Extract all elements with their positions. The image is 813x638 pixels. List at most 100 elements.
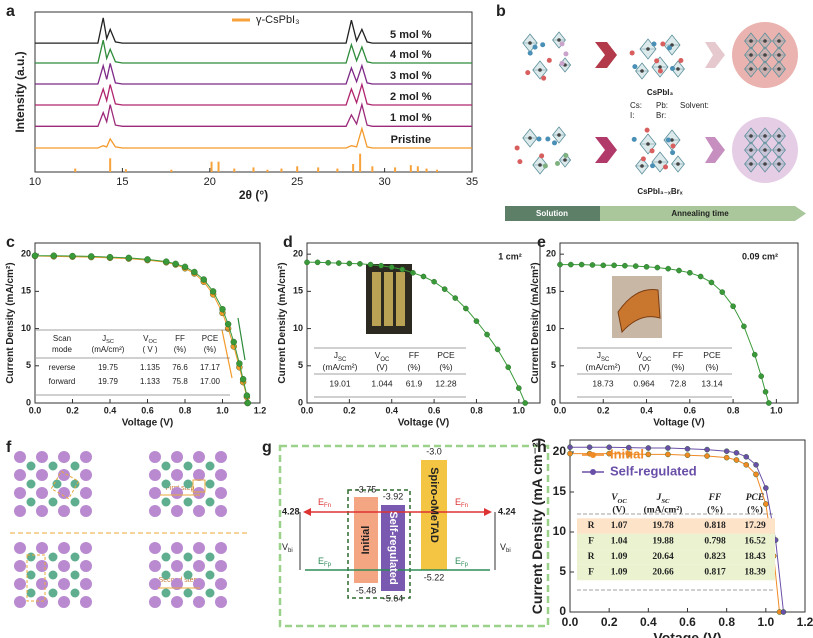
panel-label: g	[262, 439, 272, 456]
table-header-unit: mode	[52, 345, 73, 354]
table-cell: F	[588, 537, 594, 547]
pb-atom	[670, 43, 674, 47]
ion	[527, 50, 533, 56]
header-symbol: FF	[673, 350, 683, 360]
pb-atom	[763, 53, 767, 57]
subscript: Fn	[324, 503, 331, 509]
pb-atom	[763, 67, 767, 71]
chevron	[705, 137, 725, 163]
header-symbol: J	[597, 350, 601, 360]
pb-atom	[749, 134, 753, 138]
data-point	[751, 351, 758, 358]
atom	[183, 552, 193, 562]
y-tick-label: 15	[553, 484, 567, 498]
table-cell: 17.00	[200, 377, 221, 386]
table-header: JSC	[102, 334, 114, 345]
data-point	[325, 259, 331, 266]
atom	[58, 505, 70, 517]
arrow-head	[303, 508, 311, 516]
table-cell: 18.73	[592, 378, 614, 388]
table-cell: 17.29	[744, 521, 766, 531]
data-point	[665, 265, 671, 272]
table-header: VOC	[143, 334, 157, 345]
header-subscript: SC	[106, 339, 114, 345]
legend-label: I:	[630, 111, 634, 120]
band-self-regulated	[381, 505, 405, 591]
atom	[171, 487, 183, 499]
data-point	[346, 260, 353, 267]
atom	[205, 479, 215, 489]
y-tick-label: 15	[293, 286, 303, 296]
atom	[215, 469, 227, 481]
header-subscript: OC	[380, 357, 390, 363]
ion	[563, 152, 569, 158]
data-point	[69, 252, 76, 260]
fermi-label: EFn	[455, 497, 468, 508]
y-tick-label: 15	[21, 286, 31, 296]
ion	[554, 161, 560, 167]
table-row-bg	[577, 549, 775, 565]
table-header: JSC	[656, 493, 670, 504]
x-tick-label: 1.2	[254, 405, 267, 415]
atom	[215, 596, 227, 608]
table-header-unit: (%)	[204, 345, 217, 354]
product-label: CsPbI₃₋ₓBrₓ	[637, 187, 682, 196]
data-point	[625, 451, 632, 457]
table-header-unit: (mA/cm²)	[586, 362, 621, 372]
atom	[215, 487, 227, 499]
y-tick-label: 15	[546, 286, 556, 296]
ion	[631, 136, 637, 142]
atom	[149, 596, 161, 608]
table-cell: 61.9	[406, 378, 423, 388]
atom	[36, 578, 48, 590]
pb-atom	[763, 148, 767, 152]
table-cell: 72.8	[670, 378, 687, 388]
panel-label: f	[6, 439, 12, 456]
data-point	[684, 445, 691, 452]
ion	[532, 44, 538, 50]
x-tick-label: 0.0	[562, 615, 579, 629]
ion	[546, 57, 552, 63]
atom	[70, 479, 80, 489]
header-subscript: SC	[338, 357, 347, 363]
y-tick-label: 10	[553, 524, 567, 538]
atom	[161, 497, 171, 507]
data-point	[645, 445, 652, 451]
table-cell: R	[588, 552, 595, 562]
table-header-unit: (V)	[638, 362, 650, 372]
energy-value: -3.92	[383, 491, 404, 501]
table-cell: 17.17	[200, 363, 221, 372]
frame	[278, 444, 550, 628]
table-header-unit: (%)	[407, 362, 420, 372]
legend-label: Pb:	[656, 101, 668, 110]
atom	[80, 487, 92, 499]
data-point	[484, 331, 490, 338]
pb-atom	[749, 67, 753, 71]
x-tick-label: 0.6	[428, 405, 441, 415]
data-point	[763, 485, 769, 491]
subscript: Fn	[461, 503, 468, 509]
table-cell: 20.64	[652, 552, 674, 562]
stage-label: Annealing time	[671, 209, 729, 218]
atom	[193, 578, 205, 590]
legend-label: Self-regulated	[610, 463, 697, 478]
data-point	[762, 389, 769, 395]
chevron	[595, 42, 617, 68]
header-symbol: J	[656, 493, 662, 503]
atom	[70, 588, 80, 598]
data-point	[378, 262, 384, 269]
subscript: Fp	[324, 562, 332, 568]
ion	[559, 41, 565, 47]
series-line	[560, 264, 770, 404]
device-photo	[372, 272, 381, 326]
data-point	[243, 392, 251, 399]
ion	[644, 127, 650, 133]
data-point	[723, 448, 730, 455]
atom	[149, 451, 161, 463]
atom	[205, 552, 215, 562]
header-symbol: V	[143, 334, 149, 343]
atom	[36, 487, 48, 499]
pb-atom	[538, 68, 542, 72]
atom	[36, 542, 48, 554]
